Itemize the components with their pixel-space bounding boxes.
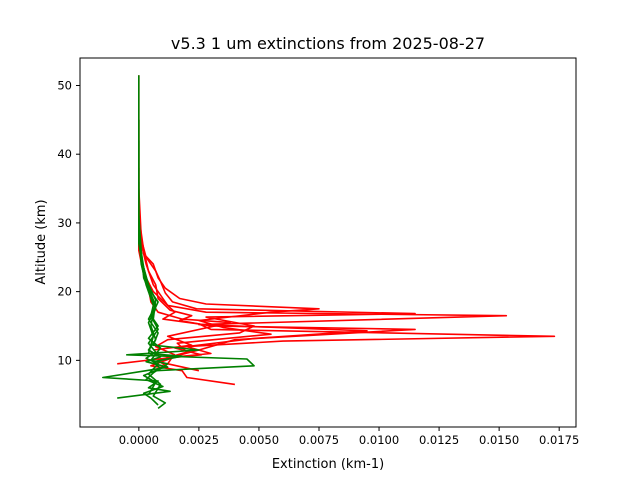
y-axis: 10 20 30 40 50 xyxy=(57,78,80,367)
chart-title: v5.3 1 um extinctions from 2025-08-27 xyxy=(171,34,485,53)
x-tick-label: 0.0150 xyxy=(479,433,519,447)
y-tick-label: 20 xyxy=(57,285,72,299)
series-layer xyxy=(102,75,556,410)
y-tick-label: 50 xyxy=(57,78,72,92)
x-tick-label: 0.0000 xyxy=(119,433,159,447)
x-tick-label: 0.0175 xyxy=(539,433,579,447)
series-line-11 xyxy=(138,181,169,374)
series-line-5 xyxy=(138,167,416,356)
x-tick-label: 0.0125 xyxy=(419,433,459,447)
y-tick-label: 30 xyxy=(57,216,72,230)
series-line-10 xyxy=(138,215,183,396)
x-axis-label: Extinction (km-1) xyxy=(272,457,384,472)
x-tick-label: 0.0075 xyxy=(299,433,339,447)
x-tick-label: 0.0050 xyxy=(239,433,279,447)
series-line-8 xyxy=(126,119,255,406)
y-axis-label: Altitude (km) xyxy=(34,199,49,284)
x-tick-label: 0.0025 xyxy=(179,433,219,447)
y-tick-label: 10 xyxy=(57,353,72,367)
series-line-3 xyxy=(117,202,508,365)
x-tick-label: 0.0100 xyxy=(359,433,399,447)
y-tick-label: 40 xyxy=(57,147,72,161)
plot-frame xyxy=(79,57,577,428)
x-axis: 0.0000 0.0025 0.0050 0.0075 0.0100 0.0125 0.01… xyxy=(119,427,579,447)
